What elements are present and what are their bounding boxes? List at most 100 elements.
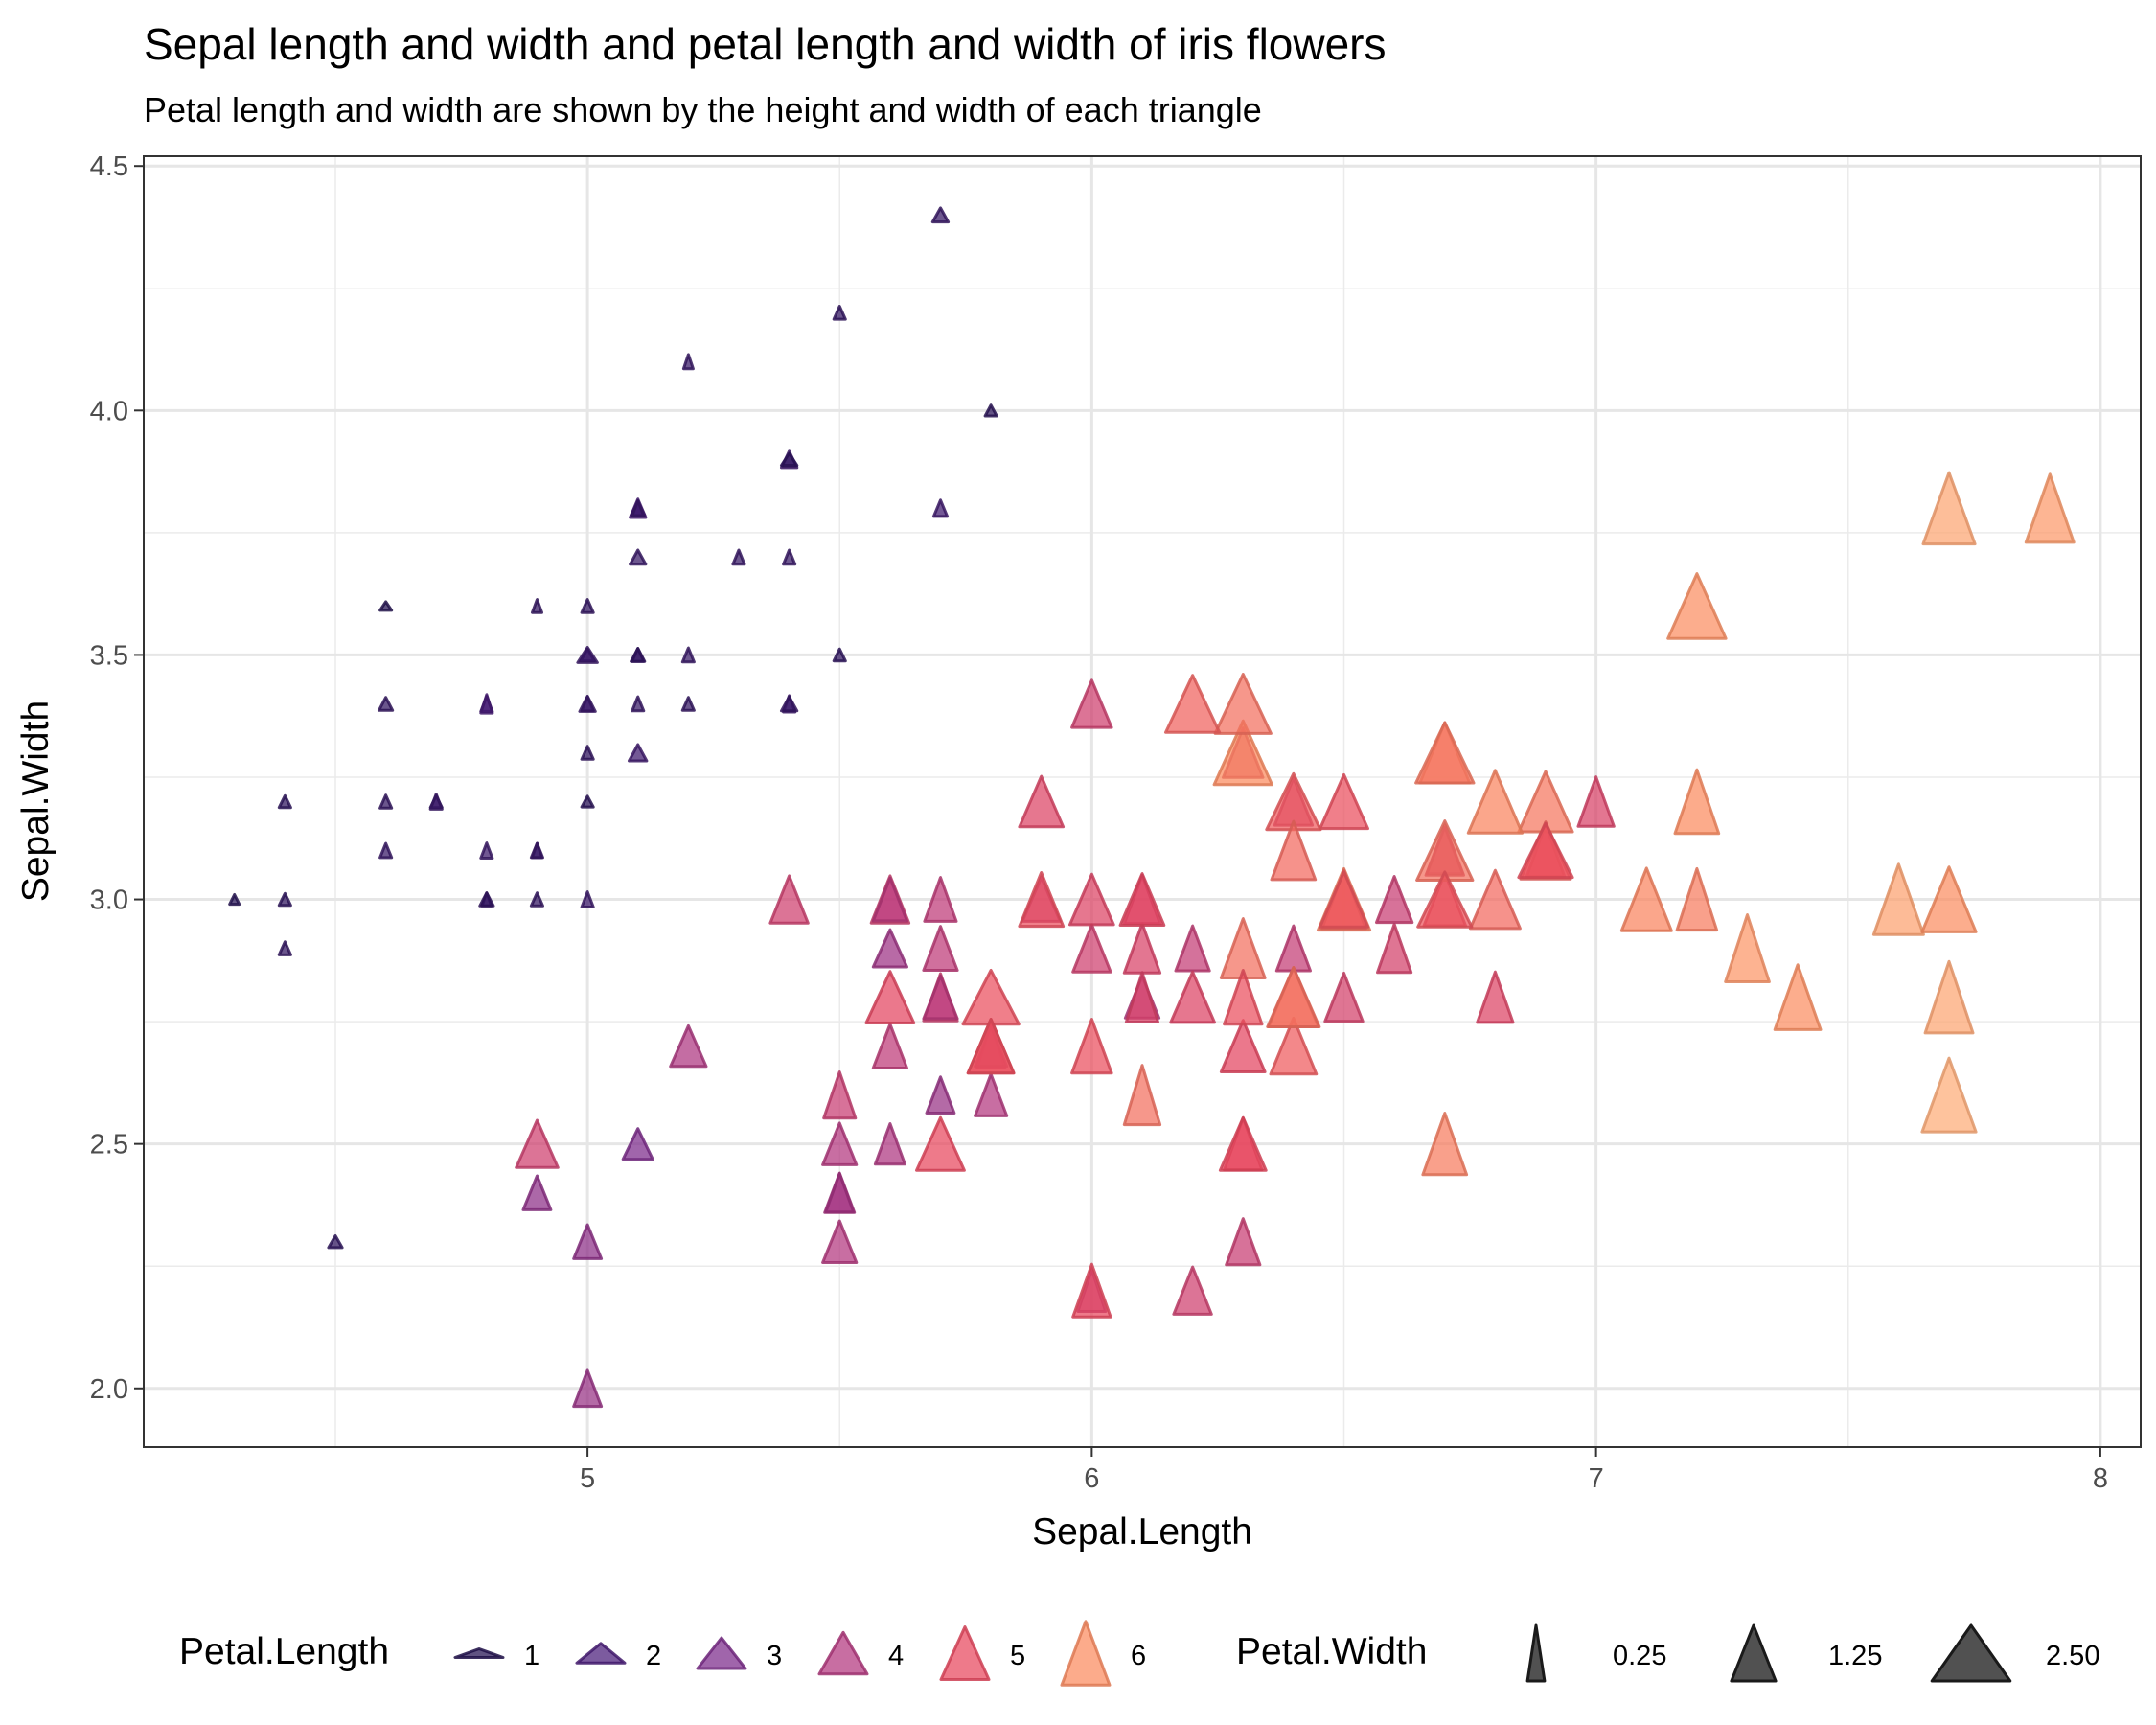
data-point <box>1421 1112 1469 1177</box>
y-tick-label: 2.0 <box>90 1374 128 1405</box>
data-point <box>1619 866 1673 932</box>
data-point <box>681 353 695 371</box>
data-point <box>873 1122 906 1166</box>
x-tick-label: 8 <box>2093 1463 2108 1494</box>
data-point <box>1468 868 1522 931</box>
data-point <box>277 891 292 908</box>
data-point <box>1517 821 1574 880</box>
data-point <box>521 1174 553 1211</box>
legend-length-key <box>575 1642 627 1665</box>
data-point <box>1223 969 1264 1026</box>
grid-lines <box>144 156 2141 1447</box>
data-point <box>1124 971 1159 1024</box>
data-point <box>1773 963 1823 1031</box>
legend-petal-length-title: Petal.Length <box>179 1631 389 1672</box>
data-point <box>1225 1217 1262 1267</box>
legend-length-label: 5 <box>1010 1641 1025 1671</box>
data-point <box>631 695 646 713</box>
data-point <box>931 498 950 518</box>
axis-ticks: 5 6 7 8 2.0 2.5 3.0 3.5 4.0 4.5 <box>90 151 2108 1494</box>
data-point <box>1576 775 1616 828</box>
data-point <box>922 925 959 972</box>
legend-length-key <box>696 1636 747 1670</box>
data-point <box>1920 1056 1978 1134</box>
legend-width-key <box>1525 1623 1547 1683</box>
data-point <box>832 647 847 663</box>
legend-width-label: 2.50 <box>2046 1641 2099 1671</box>
x-axis-title: Sepal.Length <box>1032 1511 1252 1552</box>
data-point <box>822 1070 858 1120</box>
data-point <box>768 874 810 925</box>
data-point <box>1212 719 1273 787</box>
data-point <box>1070 1018 1113 1075</box>
data-point <box>1921 471 1977 546</box>
legend-petal-width-title: Petal.Width <box>1236 1631 1427 1672</box>
data-point <box>1376 922 1413 975</box>
legend-width-label: 1.25 <box>1828 1641 1882 1671</box>
y-axis-title: Sepal.Width <box>15 701 57 902</box>
data-point <box>1673 768 1721 836</box>
y-tick-label: 2.5 <box>90 1130 128 1161</box>
data-point <box>1270 819 1318 882</box>
legend-length-label: 1 <box>524 1641 539 1671</box>
data-point <box>1071 1262 1112 1319</box>
legend-width-key <box>1730 1623 1778 1683</box>
data-point <box>1675 866 1719 932</box>
data-point <box>871 876 908 923</box>
data-point <box>1018 774 1066 829</box>
data-point <box>1122 1064 1162 1127</box>
data-point <box>277 940 292 956</box>
data-point <box>479 693 494 715</box>
plot-border <box>143 155 2142 1448</box>
legend-length-key <box>1060 1620 1112 1687</box>
data-point <box>479 841 494 860</box>
data-point <box>1416 870 1474 929</box>
data-point <box>428 793 444 811</box>
data-point <box>529 841 544 860</box>
data-point <box>1018 871 1066 929</box>
data-point <box>669 1024 708 1069</box>
data-point <box>1920 865 1978 933</box>
chart-subtitle: Petal length and width are shown by the … <box>144 90 1262 129</box>
x-tick-label: 5 <box>580 1463 595 1494</box>
data-point <box>378 841 394 860</box>
data-point <box>966 1018 1016 1075</box>
legend: Petal.Length Petal.Width 1 2 3 4 5 6 0.25 1.25 2… <box>179 1620 2099 1687</box>
data-point <box>1323 971 1365 1024</box>
data-point <box>680 696 696 712</box>
x-tick-label: 7 <box>1589 1463 1604 1494</box>
data-point <box>1172 1265 1213 1316</box>
data-point <box>629 548 648 566</box>
data-point <box>1068 872 1115 927</box>
y-tick-label: 3.5 <box>90 640 128 671</box>
data-point <box>922 974 959 1021</box>
data-point <box>930 206 951 224</box>
data-point <box>515 1118 560 1169</box>
data-points <box>228 206 2076 1409</box>
data-point <box>1269 1016 1319 1076</box>
x-tick-label: 6 <box>1084 1463 1099 1494</box>
data-point <box>378 696 395 712</box>
legend-width-label: 0.25 <box>1613 1641 1666 1671</box>
y-tick-label: 4.5 <box>90 151 128 182</box>
data-point <box>277 794 292 810</box>
data-point <box>1414 721 1476 785</box>
data-point <box>1476 970 1515 1024</box>
data-point <box>780 451 799 468</box>
data-point <box>983 403 998 418</box>
data-point <box>1375 875 1414 925</box>
data-point <box>1070 678 1113 729</box>
data-point <box>1666 572 1728 640</box>
legend-width-key <box>1930 1623 2012 1683</box>
data-point <box>1219 1019 1267 1073</box>
data-point <box>1266 966 1321 1028</box>
data-point <box>821 1219 859 1264</box>
data-point <box>821 1121 859 1166</box>
data-point <box>580 745 595 761</box>
data-point <box>680 646 696 664</box>
data-point <box>1169 970 1216 1024</box>
data-point <box>531 598 543 614</box>
data-point <box>1871 862 1925 936</box>
data-point <box>580 890 595 908</box>
